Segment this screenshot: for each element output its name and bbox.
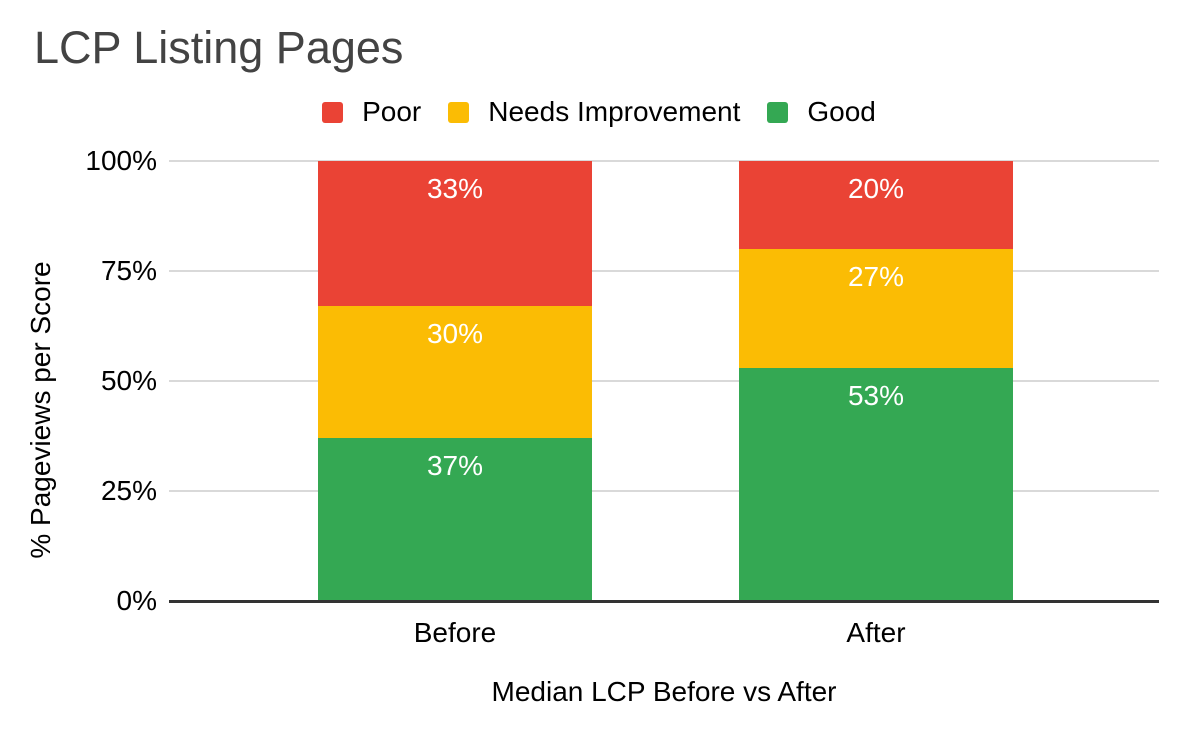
segment-poor-before: 33% [318,161,592,307]
legend-label-good: Good [807,96,876,127]
gridline-100 [169,160,1159,162]
legend-label-needs-improvement: Needs Improvement [488,96,741,127]
value-label-poor-before: 33% [426,173,484,204]
x-axis-title: Median LCP Before vs After [491,676,837,707]
y-tick-label-50: 50% [100,365,157,396]
gridline-25 [169,490,1159,492]
legend: Poor Needs Improvement Good [0,96,1198,128]
value-label-needs-improvement-before: 30% [426,318,484,350]
value-label-good-before: 37% [426,450,484,482]
segment-needs-improvement-before: 30% [318,306,592,439]
segment-poor-after: 20% [739,161,1013,249]
y-tick-label-75: 75% [100,255,157,286]
bar-before: 33% 30% 37% [318,161,592,601]
bar-after: 20% 27% 53% [739,161,1013,601]
legend-swatch-poor [322,101,344,123]
legend-item-good: Good [767,96,876,128]
x-category-label-after: After [846,617,906,648]
legend-item-needs-improvement: Needs Improvement [448,96,740,128]
segment-good-before: 37% [318,438,592,601]
y-tick-label-0: 0% [116,585,157,616]
y-tick-label-100: 100% [85,145,157,176]
x-category-label-before: Before [413,617,497,648]
chart-title: LCP Listing Pages [34,22,404,73]
legend-label-poor: Poor [362,96,422,127]
value-label-good-after: 53% [847,379,905,411]
value-label-poor-after: 20% [847,173,905,204]
legend-swatch-good [767,101,789,123]
gridline-75 [169,270,1159,272]
x-axis-baseline [169,600,1159,603]
y-axis-title: % Pageviews per Score [25,261,56,559]
y-tick-label-25: 25% [100,475,157,506]
segment-good-after: 53% [739,367,1013,601]
legend-swatch-needs-improvement [448,101,470,123]
legend-item-poor: Poor [322,96,421,128]
value-label-needs-improvement-after: 27% [847,261,905,292]
gridline-50 [169,380,1159,382]
segment-needs-improvement-after: 27% [739,249,1013,368]
